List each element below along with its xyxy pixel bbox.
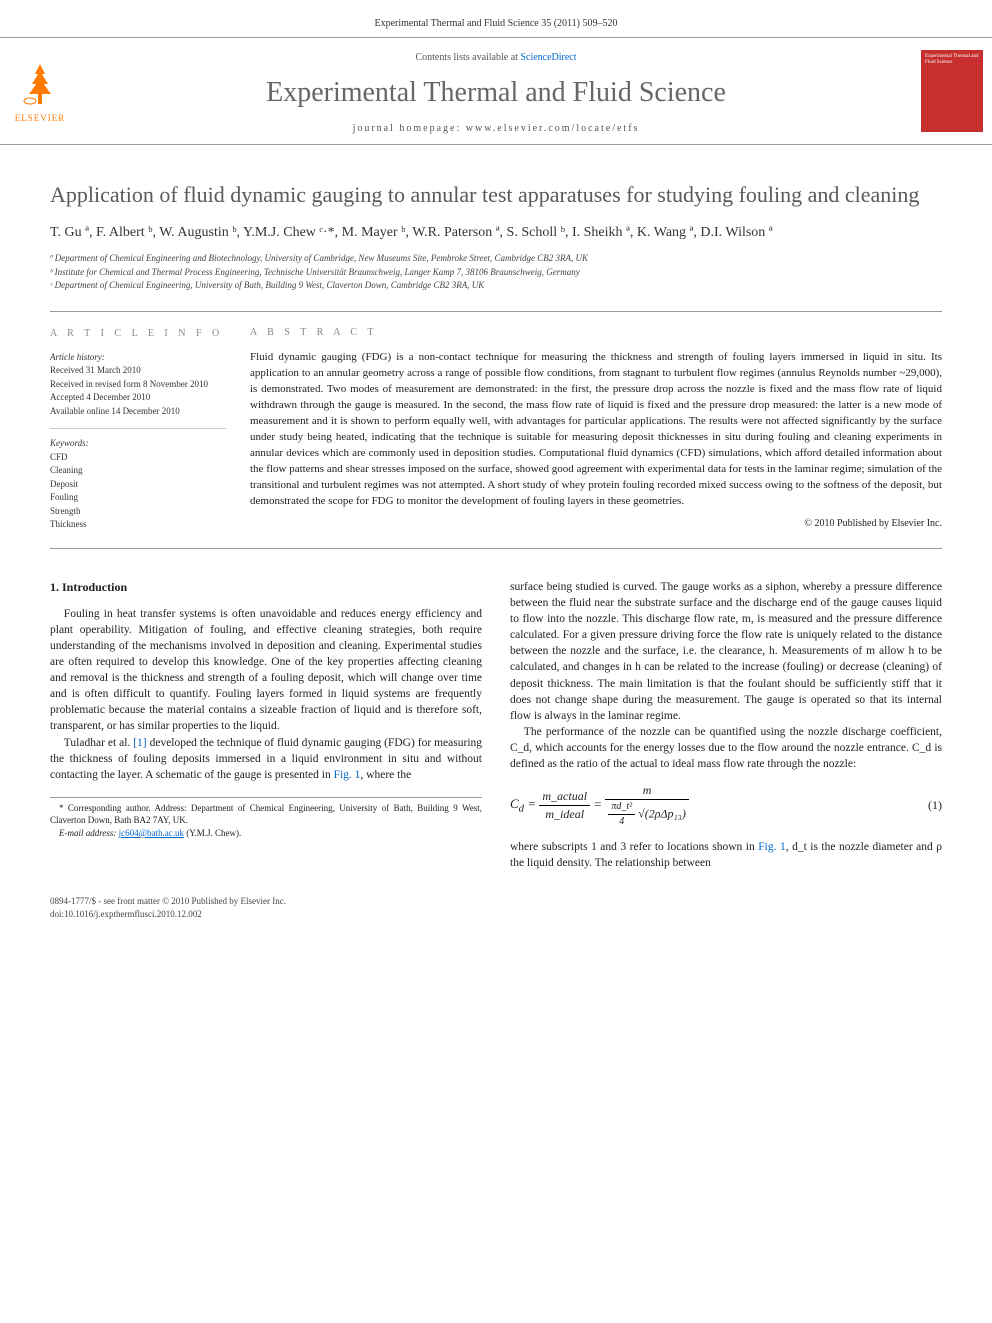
history-online: Available online 14 December 2010 [50, 405, 226, 419]
affiliations-block: ª Department of Chemical Engineering and… [50, 252, 942, 293]
figure-link-1[interactable]: Fig. 1 [334, 769, 361, 781]
journal-cover-image: Experimental Thermal and Fluid Science [912, 38, 992, 144]
eq-sqrt: √(2ρΔp₁₃) [638, 806, 686, 820]
body-columns: 1. Introduction Fouling in heat transfer… [50, 579, 942, 871]
contents-prefix: Contents lists available at [415, 52, 520, 63]
eq-equals: = [593, 796, 605, 811]
history-received: Received 31 March 2010 [50, 364, 226, 378]
cover-title-text: Experimental Thermal and Fluid Science [925, 54, 979, 65]
keywords-list: CFD Cleaning Deposit Fouling Strength Th… [50, 451, 226, 532]
abstract-text: Fluid dynamic gauging (FDG) is a non-con… [250, 350, 942, 509]
body-column-left: 1. Introduction Fouling in heat transfer… [50, 579, 482, 871]
affiliation-b: ᵇ Institute for Chemical and Thermal Pro… [50, 266, 942, 280]
eq-inner-num: πd_t² [608, 800, 635, 815]
corresponding-email-link[interactable]: jc604@bath.ac.uk [119, 828, 184, 838]
masthead-center: Contents lists available at ScienceDirec… [80, 38, 912, 144]
corresponding-author-footnote: * Corresponding author. Address: Departm… [50, 797, 482, 840]
affiliation-c: ᶜ Department of Chemical Engineering, Un… [50, 279, 942, 293]
elsevier-wordmark: ELSEVIER [15, 113, 66, 123]
article-info-sidebar: A R T I C L E I N F O Article history: R… [50, 326, 250, 532]
footer-front-matter: 0894-1777/$ - see front matter © 2010 Pu… [50, 895, 942, 908]
running-header-citation: Experimental Thermal and Fluid Science 3… [0, 0, 992, 37]
keyword: Deposit [50, 478, 226, 492]
sciencedirect-link[interactable]: ScienceDirect [520, 52, 576, 63]
p2-end: , where the [360, 769, 411, 781]
body-column-right: surface being studied is curved. The gau… [510, 579, 942, 871]
keyword: Thickness [50, 518, 226, 532]
page-footer: 0894-1777/$ - see front matter © 2010 Pu… [50, 895, 942, 920]
eq-frac2-num: m [605, 782, 689, 800]
eq-frac1-den: m_ideal [539, 806, 590, 823]
abstract-copyright: © 2010 Published by Elsevier Inc. [250, 517, 942, 532]
figure-link-1b[interactable]: Fig. 1 [758, 841, 785, 853]
section-1-heading: 1. Introduction [50, 579, 482, 596]
keyword: Strength [50, 505, 226, 519]
history-revised: Received in revised form 8 November 2010 [50, 378, 226, 392]
abstract-column: A B S T R A C T Fluid dynamic gauging (F… [250, 326, 942, 532]
eq-frac1-num: m_actual [539, 788, 590, 806]
keyword: Cleaning [50, 464, 226, 478]
article-info-heading: A R T I C L E I N F O [50, 326, 226, 341]
article-history-label: Article history: [50, 351, 226, 365]
journal-name: Experimental Thermal and Fluid Science [80, 77, 912, 109]
eq-inner-den: 4 [608, 815, 635, 829]
reference-link-1[interactable]: [1] [133, 737, 146, 749]
journal-masthead: ELSEVIER Contents lists available at Sci… [0, 37, 992, 145]
p3-pre: where subscripts 1 and 3 refer to locati… [510, 841, 758, 853]
keywords-label: Keywords: [50, 437, 226, 451]
email-suffix: (Y.M.J. Chew). [184, 828, 241, 838]
elsevier-logo: ELSEVIER [0, 38, 80, 144]
intro-paragraph-1: Fouling in heat transfer systems is ofte… [50, 606, 482, 735]
footnote-corresponding: * Corresponding author. Address: Departm… [50, 802, 482, 827]
keyword: Fouling [50, 491, 226, 505]
info-abstract-row: A R T I C L E I N F O Article history: R… [50, 312, 942, 548]
info-divider [50, 428, 226, 429]
col2-paragraph-2: The performance of the nozzle can be qua… [510, 724, 942, 772]
col2-paragraph-3: where subscripts 1 and 3 refer to locati… [510, 839, 942, 871]
p2-pre: Tuladhar et al. [64, 737, 133, 749]
history-accepted: Accepted 4 December 2010 [50, 391, 226, 405]
keyword: CFD [50, 451, 226, 465]
affiliation-a: ª Department of Chemical Engineering and… [50, 252, 942, 266]
equation-expression: Cd = m_actualm_ideal = m πd_t²4 √(2ρΔp₁₃… [510, 782, 928, 829]
equation-number: (1) [928, 797, 942, 814]
equation-1: Cd = m_actualm_ideal = m πd_t²4 √(2ρΔp₁₃… [510, 782, 942, 829]
intro-paragraph-2: Tuladhar et al. [1] developed the techni… [50, 735, 482, 783]
col2-paragraph-1: surface being studied is curved. The gau… [510, 579, 942, 724]
email-label: E-mail address: [59, 828, 119, 838]
divider-bottom [50, 548, 942, 549]
footnote-email: E-mail address: jc604@bath.ac.uk (Y.M.J.… [50, 827, 482, 840]
article-title: Application of fluid dynamic gauging to … [50, 181, 942, 209]
footer-doi: doi:10.1016/j.expthermflusci.2010.12.002 [50, 908, 942, 921]
authors-line: T. Gu ª, F. Albert ᵇ, W. Augustin ᵇ, Y.M… [50, 223, 942, 243]
contents-available-line: Contents lists available at ScienceDirec… [80, 52, 912, 63]
elsevier-tree-icon [15, 59, 65, 109]
abstract-heading: A B S T R A C T [250, 326, 942, 341]
journal-homepage-line: journal homepage: www.elsevier.com/locat… [80, 123, 912, 134]
